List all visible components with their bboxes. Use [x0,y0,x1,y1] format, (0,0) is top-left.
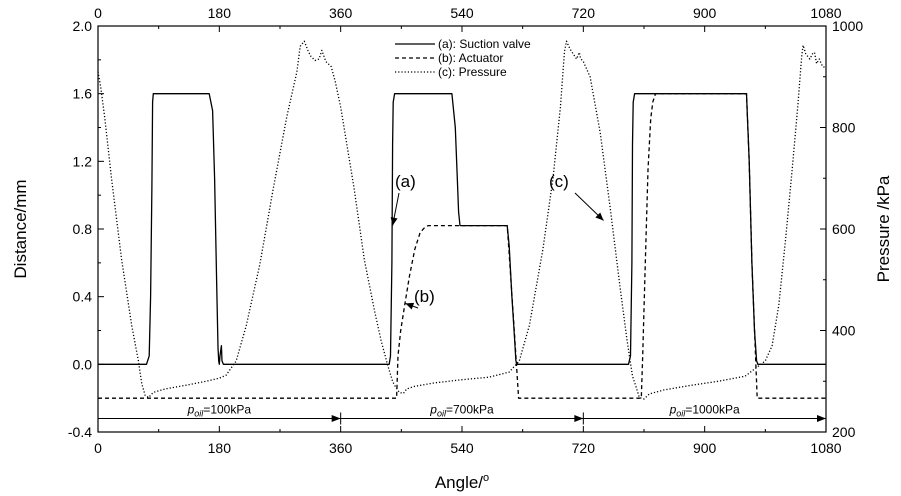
y-left-tick-label: 1.6 [73,86,93,102]
x-tick-label: 360 [329,440,353,456]
annotation-label-1: (a) [395,172,416,191]
x-tick-label: 0 [94,440,102,456]
x-top-tick-label: 540 [450,5,474,21]
x-tick-label: 720 [572,440,596,456]
x-tick-label: 900 [693,440,717,456]
series-line-2 [98,93,826,399]
x-tick-label: 540 [450,440,474,456]
x-top-tick-label: 720 [572,5,596,21]
series-line-3 [97,40,827,400]
y-right-tick-label: 1000 [832,18,863,34]
y-right-tick-label: 800 [832,120,856,136]
phase-label-p: p [187,402,195,416]
y-right-tick-label: 200 [832,424,856,440]
phase-label-sub: oil [676,408,686,418]
annotation-label-2: (b) [414,287,435,306]
x-axis-title-main: Angle/ [435,473,483,492]
series-group [97,40,827,400]
phase-label-2: poil=700kPa [429,402,494,418]
x-top-tick-label: 180 [208,5,232,21]
phase-arrowhead [574,414,584,422]
annotation-arrowhead [390,217,398,226]
phase-arrowhead [331,414,341,422]
y-right-axis-title: Pressure /kPa [874,175,893,282]
y-left-tick-label: -0.4 [68,424,92,440]
phase-label-3: poil=1000kPa [669,402,740,418]
legend-label-2: (b): Actuator [438,51,503,65]
legend-label-1: (a): Suction valve [438,37,531,51]
phase-label-p: p [669,402,677,416]
plot-border [97,25,827,433]
series-line-1 [98,93,826,365]
y-right-tick-label: 400 [832,323,856,339]
y-left-tick-label: 0.4 [73,289,93,305]
x-tick-label: 1080 [810,440,841,456]
x-axis-title-degree: o [483,472,489,484]
x-axis-title: Angle/o [435,472,489,492]
x-top-tick-label: 0 [94,5,102,21]
legend: (a): Suction valve(b): Actuator(c): Pres… [395,37,531,79]
annotation-label-3: (c) [549,172,569,191]
axis-titles: Angle/o Distance/mm Pressure /kPa [11,175,893,492]
x-top-tick-label: 360 [329,5,353,21]
annotation-group: (a) (b) (c) [390,172,604,310]
plot-frame [97,25,827,433]
phase-label-value: =100kPa [203,402,251,416]
y-left-axis-title: Distance/mm [11,179,30,278]
phase-label-value: =1000kPa [685,402,740,416]
x-top-tick-label: 900 [693,5,717,21]
x-top-tick-label: 1080 [810,5,841,21]
x-tick-label: 180 [208,440,232,456]
phase-label-value: =700kPa [446,402,494,416]
phase-label-sub: oil [437,408,447,418]
phase-label-sub: oil [194,408,204,418]
legend-label-3: (c): Pressure [438,65,507,79]
y-left-tick-label: 0.0 [73,356,93,372]
phase-group: poil=100kPa poil=700kPa poil=1000kPa [98,402,827,425]
y-left-tick-label: 1.2 [73,153,93,169]
annotation-arrowhead [405,302,415,310]
y-right-tick-label: 600 [832,221,856,237]
phase-arrowhead [817,414,826,422]
tick-group: 0 0 180 180 360 360 540 540 720 720 900 900 1080 1080… [68,5,863,456]
annotation-arrowhead [595,212,604,221]
phase-label-p: p [429,402,437,416]
y-left-tick-label: 2.0 [73,18,93,34]
y-left-tick-label: 0.8 [73,221,93,237]
phase-label-1: poil=100kPa [187,402,252,418]
